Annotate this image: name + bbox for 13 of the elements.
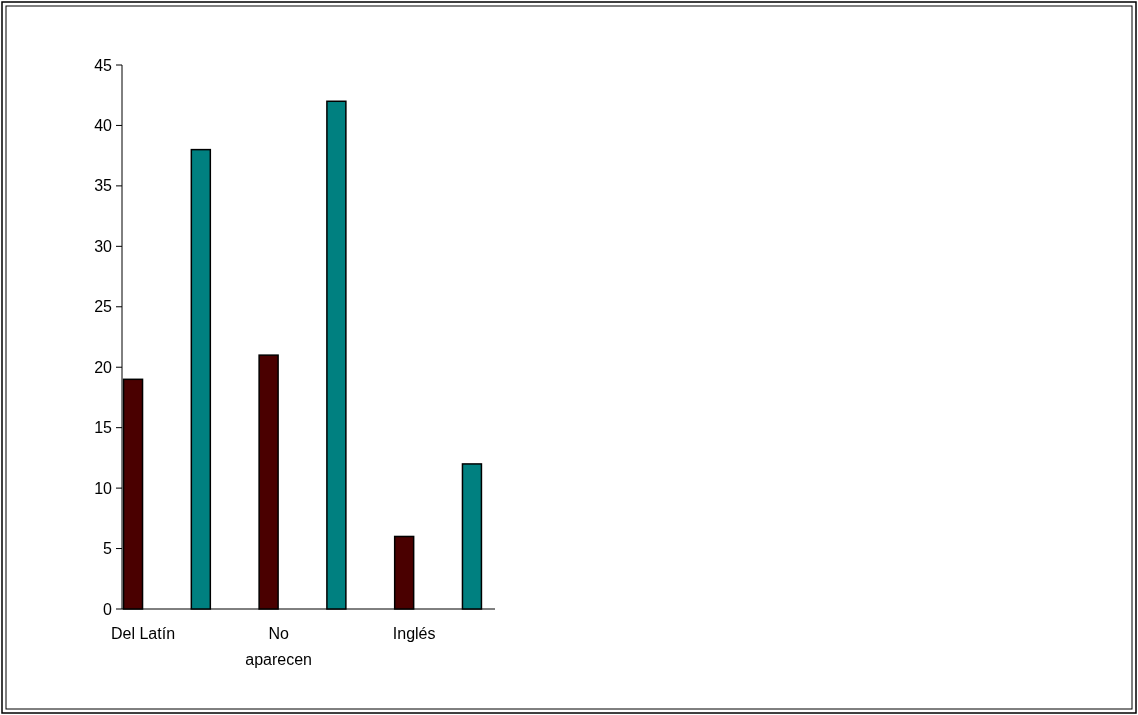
y-tick-label: 25 xyxy=(94,298,113,316)
y-tick-label: 5 xyxy=(103,540,113,558)
y-tick-label: 10 xyxy=(94,479,113,497)
x-tick-label: No aparecen xyxy=(245,625,312,668)
y-tick-label: 30 xyxy=(94,237,113,255)
x-tick-label: Del Latín xyxy=(111,625,176,642)
y-tick-label: 15 xyxy=(94,419,113,437)
y-tick-label: 20 xyxy=(94,358,113,376)
y-tick-label: 40 xyxy=(94,117,113,135)
x-tick-label: Inglés xyxy=(392,625,436,642)
y-tick-label: 0 xyxy=(103,600,113,618)
y-tick-label: 35 xyxy=(94,177,113,195)
y-tick-label: 45 xyxy=(94,56,113,74)
